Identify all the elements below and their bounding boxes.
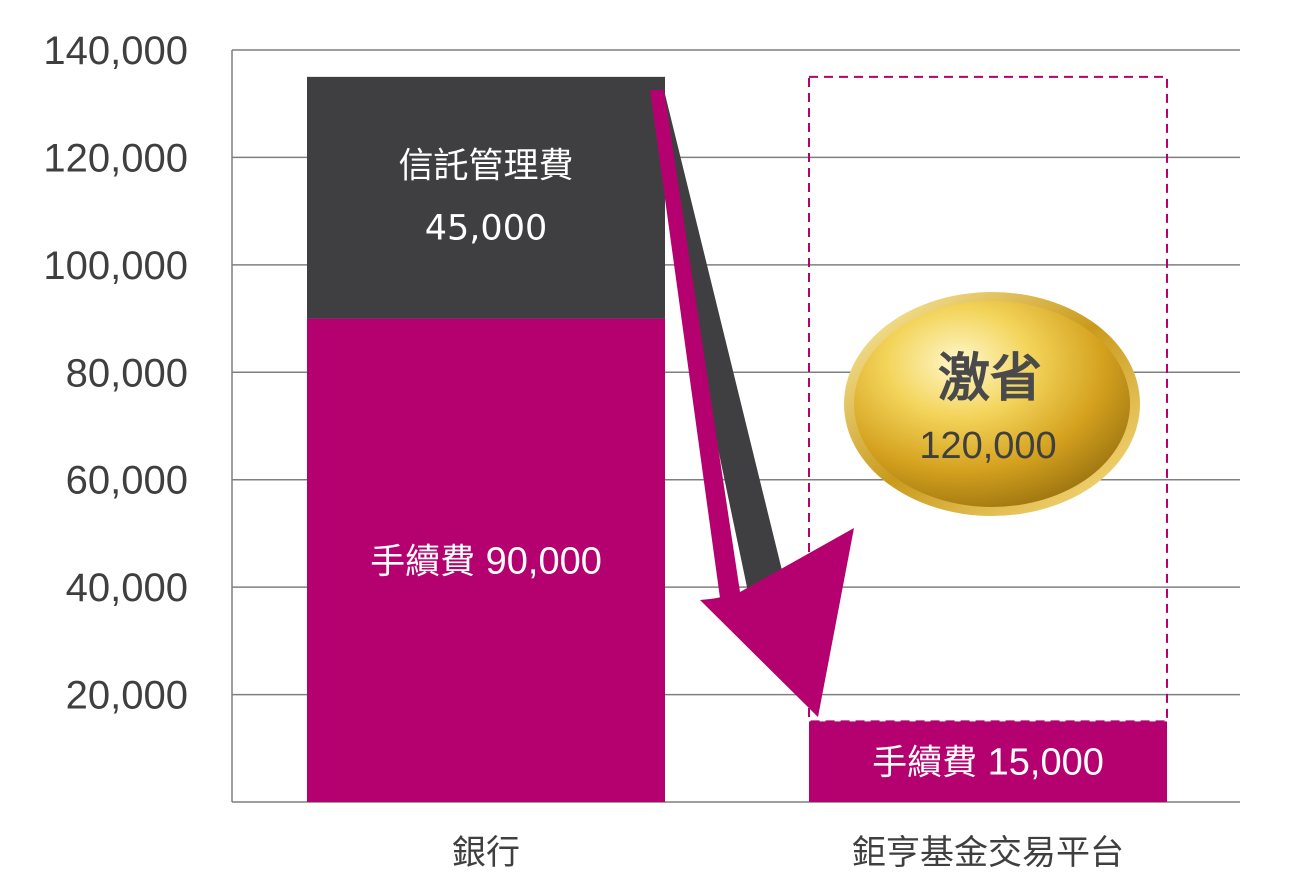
y-tick-label: 100,000 xyxy=(43,244,188,288)
segment-label: 手續費 15,000 xyxy=(872,742,1104,784)
segment-label: 手續費 90,000 xyxy=(370,540,602,582)
decrease-arrow-shadow xyxy=(664,90,818,717)
coin-face xyxy=(854,301,1130,507)
bar-segment xyxy=(809,721,1167,802)
x-category-label: 銀行 xyxy=(452,833,520,873)
segment-label-name: 信託管理費 xyxy=(398,147,573,187)
y-tick-label: 120,000 xyxy=(43,136,188,180)
segment-label-value: 45,000 xyxy=(425,209,547,249)
bar-segment xyxy=(307,76,665,319)
segment-label-value: 15,000 xyxy=(977,742,1104,784)
segment-label-value: 90,000 xyxy=(475,540,602,582)
savings-coin: 激省 120,000 xyxy=(844,292,1140,516)
segment-label-name: 手續費 xyxy=(370,542,475,582)
y-tick-label: 60,000 xyxy=(66,459,188,503)
decrease-arrow xyxy=(650,90,854,717)
y-tick-label: 140,000 xyxy=(43,29,188,73)
bar-segment xyxy=(307,318,665,802)
coin-title: 激省 xyxy=(938,349,1042,409)
savings-outline xyxy=(808,75,1168,723)
y-tick-label: 40,000 xyxy=(66,566,188,610)
y-tick-label: 20,000 xyxy=(66,674,188,718)
coin-value: 120,000 xyxy=(919,425,1056,467)
segment-label-name: 手續費 xyxy=(872,744,977,784)
x-category-label: 鉅亨基金交易平台 xyxy=(852,833,1124,873)
y-tick-label: 80,000 xyxy=(66,351,188,395)
